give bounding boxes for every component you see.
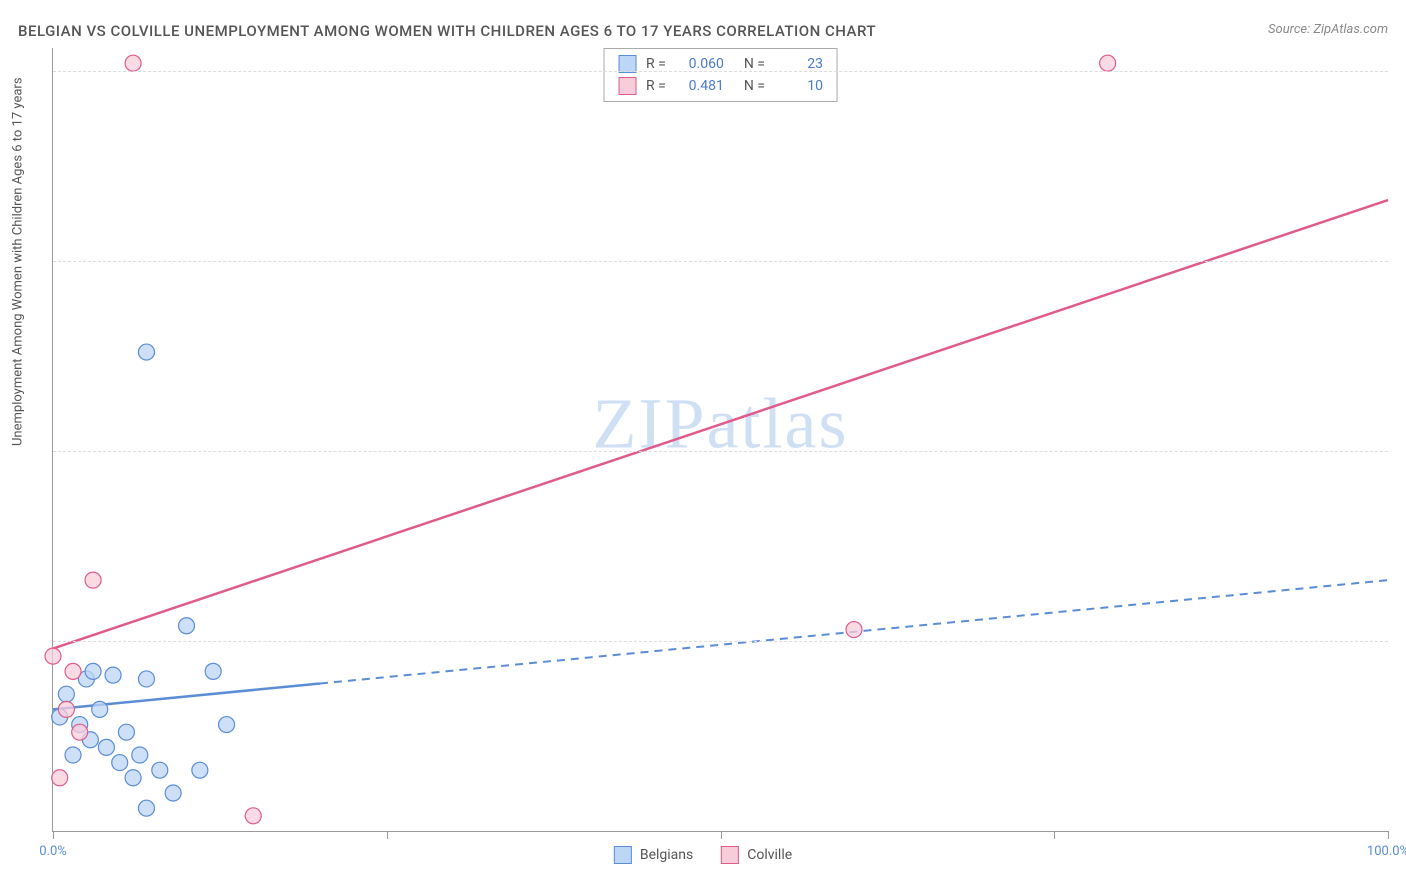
n-value: 23 (775, 56, 823, 72)
stats-row: R = 0.481 N = 10 (618, 75, 823, 97)
n-label: N = (744, 56, 765, 72)
legend-swatch (614, 846, 632, 864)
legend-item: Colville (721, 846, 792, 864)
scatter-point (138, 800, 154, 816)
x-tick (1388, 831, 1389, 839)
y-tick-label: 100.0% (1393, 63, 1406, 78)
scatter-point (85, 663, 101, 679)
scatter-point (138, 344, 154, 360)
y-axis-label: Unemployment Among Women with Children A… (11, 77, 26, 446)
scatter-point (58, 686, 74, 702)
regression-line (53, 200, 1388, 649)
y-tick-label: 75.0% (1393, 253, 1406, 268)
x-tick (721, 831, 722, 839)
x-tick-label: 100.0% (1367, 844, 1406, 859)
gridline (53, 641, 1388, 642)
scatter-point (138, 671, 154, 687)
scatter-point (52, 770, 68, 786)
chart-svg (53, 48, 1388, 831)
gridline (53, 451, 1388, 452)
scatter-point (1100, 55, 1116, 71)
scatter-point (205, 663, 221, 679)
scatter-point (179, 618, 195, 634)
scatter-point (112, 755, 128, 771)
n-label: N = (744, 78, 765, 94)
x-tick (53, 831, 54, 839)
scatter-point (192, 762, 208, 778)
r-label: R = (646, 78, 666, 94)
series-swatch (618, 77, 636, 95)
legend-label: Colville (747, 847, 792, 863)
scatter-point (65, 747, 81, 763)
scatter-point (98, 739, 114, 755)
scatter-point (58, 701, 74, 717)
legend-item: Belgians (614, 846, 693, 864)
x-tick-label: 0.0% (39, 844, 67, 859)
y-tick-label: 25.0% (1393, 633, 1406, 648)
scatter-point (45, 648, 61, 664)
scatter-point (65, 663, 81, 679)
plot-area: ZIPatlas R =0.060N =23R =0.481N =10 25.0… (52, 48, 1388, 832)
source-attribution: Source: ZipAtlas.com (1268, 22, 1388, 37)
scatter-point (92, 701, 108, 717)
gridline (53, 261, 1388, 262)
scatter-point (72, 724, 88, 740)
scatter-point (245, 808, 261, 824)
legend-label: Belgians (640, 847, 693, 863)
source-prefix: Source: (1268, 22, 1313, 37)
scatter-point (125, 55, 141, 71)
y-tick-label: 50.0% (1393, 443, 1406, 458)
scatter-point (219, 717, 235, 733)
scatter-point (118, 724, 134, 740)
scatter-point (846, 622, 862, 638)
scatter-point (152, 762, 168, 778)
gridline (53, 71, 1388, 72)
scatter-point (165, 785, 181, 801)
scatter-point (105, 667, 121, 683)
x-tick (387, 831, 388, 839)
x-tick (1054, 831, 1055, 839)
r-value: 0.481 (676, 78, 724, 94)
legend: Belgians Colville (614, 846, 792, 864)
correlation-stats-box: R = 0.060 N = 23 R = 0.481 N = 10 (603, 48, 838, 102)
chart-title: BELGIAN VS COLVILLE UNEMPLOYMENT AMONG W… (18, 22, 876, 40)
legend-swatch (721, 846, 739, 864)
r-label: R = (646, 56, 666, 72)
scatter-point (85, 572, 101, 588)
scatter-point (132, 747, 148, 763)
r-value: 0.060 (676, 56, 724, 72)
scatter-point (125, 770, 141, 786)
n-value: 10 (775, 78, 823, 94)
source-name: ZipAtlas.com (1313, 22, 1388, 37)
